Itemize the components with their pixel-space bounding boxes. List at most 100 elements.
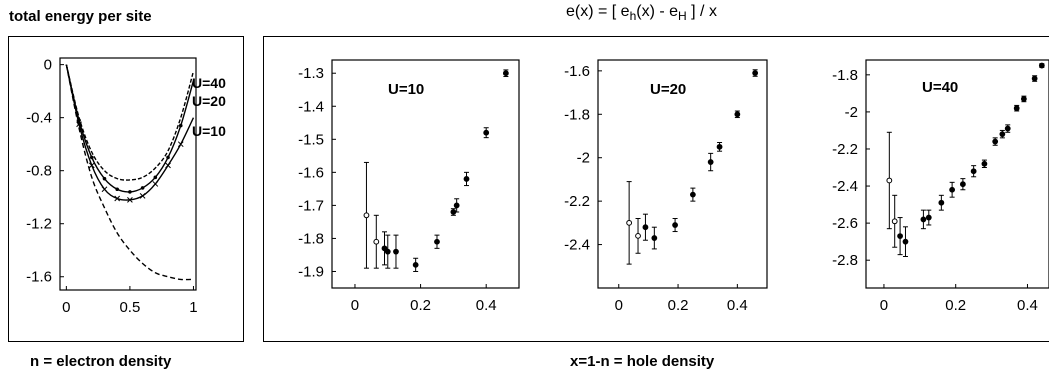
u40-data-point xyxy=(1020,96,1027,102)
u10-panel-title: U=10 xyxy=(388,81,424,98)
u20-data-point xyxy=(716,143,723,150)
u40-data-point xyxy=(925,214,932,221)
u40-ytick-label: -2 xyxy=(845,104,858,121)
u40-axes-box xyxy=(865,59,1049,289)
u10-ytick-label: -1.7 xyxy=(298,197,324,214)
u40-data-point xyxy=(949,186,956,193)
left-panel-frame xyxy=(8,36,244,342)
u40-data-point xyxy=(992,138,999,145)
energy-point xyxy=(115,187,119,192)
u40-data-point xyxy=(897,233,903,239)
u20-panel-title: U=20 xyxy=(650,81,686,98)
title-part-2: (x) - e xyxy=(636,3,679,20)
u40-xtick-label: 0 xyxy=(880,297,888,314)
u10-data-point xyxy=(412,261,419,268)
title-part-1: e(x) = [ e xyxy=(566,3,630,20)
energy-xtick-label: 0.5 xyxy=(119,299,140,316)
u20-axes-box xyxy=(597,59,768,289)
energy-ytick-label: -1.6 xyxy=(26,269,52,286)
u40-xtick-label: 0.4 xyxy=(1017,297,1038,314)
u20-data-point xyxy=(635,232,641,239)
energy-point xyxy=(127,196,133,203)
u20-ytick-label: -1.6 xyxy=(564,63,590,80)
u10-xtick-label: 0.2 xyxy=(410,297,431,314)
energy-axes-box xyxy=(59,57,197,291)
u20-data-point xyxy=(689,191,696,198)
u10-ytick-label: -1.9 xyxy=(298,263,324,280)
u10-xtick-label: 0.4 xyxy=(476,297,497,314)
u40-data-point xyxy=(999,131,1006,138)
u20-data-point xyxy=(752,70,759,76)
u40-data-point xyxy=(902,238,909,245)
u10-data-point xyxy=(381,245,388,252)
energy-point xyxy=(128,190,132,194)
energy-ytick-label: -0.4 xyxy=(26,110,52,127)
energy-point xyxy=(153,175,158,180)
energy-point xyxy=(165,162,171,169)
u10-ytick-label: -1.3 xyxy=(298,65,324,82)
energy-legend-label: U=40 xyxy=(192,75,226,91)
u20-ytick-label: -2.4 xyxy=(564,237,590,254)
title-part-3: ] / x xyxy=(686,3,717,20)
u10-data-point xyxy=(463,176,470,182)
u20-xtick-label: 0.4 xyxy=(727,297,748,314)
u40-data-point xyxy=(959,181,966,188)
right-panel-title: e(x) = [ eh(x) - eH ] / x xyxy=(566,3,717,23)
u40-data-point xyxy=(891,218,898,225)
energy-series-line xyxy=(65,64,195,193)
left-panel-title: total energy per site xyxy=(9,8,152,25)
u20-ytick-label: -2 xyxy=(577,150,590,167)
u10-data-point xyxy=(373,238,380,245)
u40-data-point xyxy=(1038,62,1045,69)
energy-point xyxy=(88,162,95,169)
energy-xtick-label: 0 xyxy=(62,299,70,316)
energy-point xyxy=(139,193,146,199)
energy-series-line xyxy=(65,64,195,181)
u20-xtick-label: 0.2 xyxy=(668,297,689,314)
u20-data-point xyxy=(734,111,741,118)
energy-series-line xyxy=(65,64,194,281)
u40-data-point xyxy=(886,177,893,184)
u40-panel-title: U=40 xyxy=(922,79,958,96)
u20-data-point xyxy=(626,219,633,226)
u40-ytick-label: -2.8 xyxy=(832,252,858,269)
u10-data-point xyxy=(483,129,490,136)
u40-data-point xyxy=(970,168,977,175)
u20-data-point xyxy=(651,235,658,241)
u40-ytick-label: -2.2 xyxy=(832,141,858,158)
energy-ytick-label: 0 xyxy=(44,57,52,74)
energy-point xyxy=(102,176,107,181)
title-sub-h: h xyxy=(629,9,637,24)
energy-ytick-label: -1.2 xyxy=(26,216,52,233)
energy-xtick-label: 1 xyxy=(189,299,197,316)
u40-xtick-label: 0.2 xyxy=(945,297,966,314)
u10-data-point xyxy=(453,202,460,209)
u10-axes-box xyxy=(331,59,520,289)
u10-data-point xyxy=(393,248,399,255)
right-panel-xlabel: x=1-n = hole density xyxy=(570,353,715,370)
u40-data-point xyxy=(920,216,927,223)
u40-data-point xyxy=(1004,125,1011,132)
u20-data-point xyxy=(707,159,714,165)
u10-data-point xyxy=(434,238,440,245)
energy-point xyxy=(152,181,159,187)
energy-point xyxy=(114,195,121,202)
u20-ytick-label: -2.2 xyxy=(564,193,590,210)
u40-ytick-label: -2.4 xyxy=(832,178,858,195)
u40-ytick-label: -2.6 xyxy=(832,215,858,232)
u10-data-point xyxy=(363,212,370,219)
u10-data-point xyxy=(384,248,391,255)
u40-data-point xyxy=(981,160,988,167)
u40-data-point xyxy=(1013,105,1020,112)
u10-ytick-label: -1.5 xyxy=(298,131,324,148)
u10-ytick-label: -1.6 xyxy=(298,164,324,181)
u10-data-point xyxy=(502,70,509,77)
right-panel-frame xyxy=(263,36,1049,342)
energy-point xyxy=(178,123,183,128)
u20-data-point xyxy=(672,222,678,228)
energy-point xyxy=(166,155,170,160)
title-sub-H: H xyxy=(678,9,687,24)
u20-xtick-label: 0 xyxy=(615,297,623,314)
energy-legend-label: U=20 xyxy=(192,93,226,109)
